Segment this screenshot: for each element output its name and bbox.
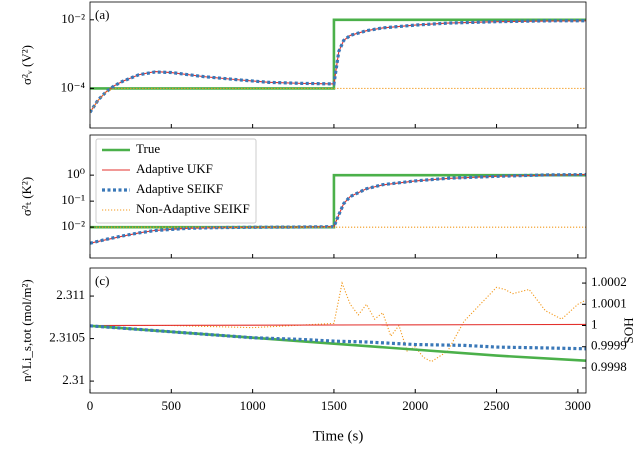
legend-label: True (136, 141, 160, 156)
y-tick-label: 10⁻⁴ (61, 79, 86, 94)
series-line (90, 323, 586, 327)
y-tick-label: 2.311 (56, 287, 85, 302)
series-line (90, 281, 586, 363)
series-line (90, 324, 586, 351)
x-tick-label: 500 (162, 398, 182, 413)
y-tick-label: 10⁰ (67, 166, 85, 181)
series-line (90, 87, 586, 113)
series-line (90, 172, 586, 245)
x-tick-label: 0 (87, 398, 94, 413)
y-axis-label: σ²ₜ (K²) (19, 177, 34, 216)
panel-label: (c) (95, 273, 109, 288)
x-tick-label: 3000 (565, 398, 591, 413)
legend-label: Adaptive UKF (136, 161, 213, 176)
y2-tick-label: 1.0001 (591, 295, 627, 310)
y2-tick-label: 1.0002 (591, 274, 627, 289)
series-line (90, 19, 586, 114)
y-tick-label: 10⁻¹ (61, 192, 85, 207)
series-line (90, 324, 586, 362)
y-axis-label: n^Li_s,tot (mol/m²) (19, 279, 34, 381)
plot-frame (89, 267, 587, 394)
panel-label: (a) (95, 7, 109, 22)
y-tick-label: 10⁻² (61, 11, 85, 26)
legend-label: Adaptive SEIKF (136, 181, 223, 196)
y2-tick-label: 0.9999 (591, 338, 627, 353)
y2-tick-label: 0.9998 (591, 359, 627, 374)
plot-frame (89, 134, 587, 259)
y-axis-label: σ²ᵥ (V²) (19, 45, 34, 85)
y-tick-label: 2.3105 (49, 330, 85, 345)
x-tick-label: 1000 (240, 398, 266, 413)
legend-box (95, 138, 257, 224)
x-tick-label: 2000 (402, 398, 428, 413)
x-tick-label: 1500 (321, 398, 347, 413)
plot-frame (89, 1, 587, 129)
y-tick-label: 2.31 (62, 372, 85, 387)
y2-axis-label: SOH (621, 317, 636, 343)
x-tick-label: 2500 (484, 398, 510, 413)
x-axis-label: Time (s) (313, 428, 364, 444)
y2-tick-label: 1 (591, 316, 598, 331)
legend-label: Non-Adaptive SEIKF (136, 201, 250, 216)
y-tick-label: 10⁻² (61, 218, 85, 233)
